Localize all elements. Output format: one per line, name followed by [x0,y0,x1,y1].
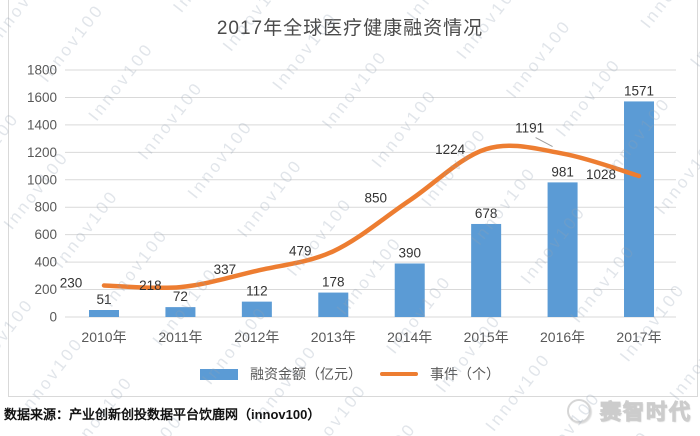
line-value-label: 218 [139,278,162,293]
x-axis-label: 2016年 [540,329,585,345]
label-leader-line [535,137,553,148]
y-axis-tick-label: 200 [34,282,57,297]
y-axis-tick-label: 1200 [27,145,57,160]
y-axis-tick-label: 1800 [27,63,57,78]
x-axis-label: 2010年 [81,329,126,345]
y-axis-tick-label: 400 [34,255,57,270]
line-value-label: 850 [364,190,387,205]
chart-title: 2017年全球医疗健康融资情况 [216,18,484,39]
data-source-caption: 数据来源：产业创新创投数据平台饮鹿网（innov100） [4,407,321,422]
y-axis-tick-label: 1400 [27,117,57,132]
y-axis-tick-label: 1000 [27,172,57,187]
bar-value-label: 51 [96,292,111,307]
bar-value-label: 678 [475,206,498,221]
bar-series-swatch [200,368,238,380]
bar-series-label: 融资金额（亿元） [250,366,362,382]
line-series-label: 事件（个） [430,366,500,382]
bar-value-label: 1571 [624,83,654,98]
x-axis-label: 2014年 [387,329,432,345]
bar-2016年 [547,182,578,317]
bar-value-label: 390 [398,245,421,260]
bar-2017年 [624,101,655,317]
x-axis-label: 2013年 [311,329,356,345]
bar-2012年 [241,301,272,317]
brand-logo: 赛智时代 [567,396,692,426]
bar-value-label: 72 [173,289,188,304]
y-axis-tick-label: 0 [49,310,57,325]
y-axis-tick-label: 800 [34,200,57,215]
line-series-swatch [380,372,418,376]
chart-legend: 融资金额（亿元） 事件（个） [0,364,700,384]
y-axis-tick-label: 600 [34,227,57,242]
bar-value-label: 981 [551,164,574,179]
bar-value-label: 178 [322,275,345,290]
brand-logo-circle-icon [567,399,591,423]
line-value-label: 1224 [435,142,466,157]
x-axis-label: 2015年 [464,329,509,345]
line-value-label: 1191 [515,121,544,136]
x-axis-label: 2011年 [158,329,202,345]
brand-logo-text: 赛智时代 [600,401,692,425]
x-axis-label: 2012年 [234,329,279,345]
bar-2011年 [165,307,196,317]
trend-line [101,143,642,291]
line-value-label: 337 [214,262,237,277]
bar-2015年 [471,223,502,317]
bar-2010年 [89,310,119,317]
line-value-label: 1028 [586,167,616,182]
line-value-label: 479 [289,243,312,258]
y-axis-tick-label: 1600 [27,90,57,105]
chart-frame [8,0,698,397]
bar-2014年 [394,263,425,317]
x-axis-label: 2017年 [616,329,661,345]
line-value-label: 230 [60,275,83,290]
bar-2013年 [318,292,349,317]
bar-value-label: 112 [246,284,268,299]
